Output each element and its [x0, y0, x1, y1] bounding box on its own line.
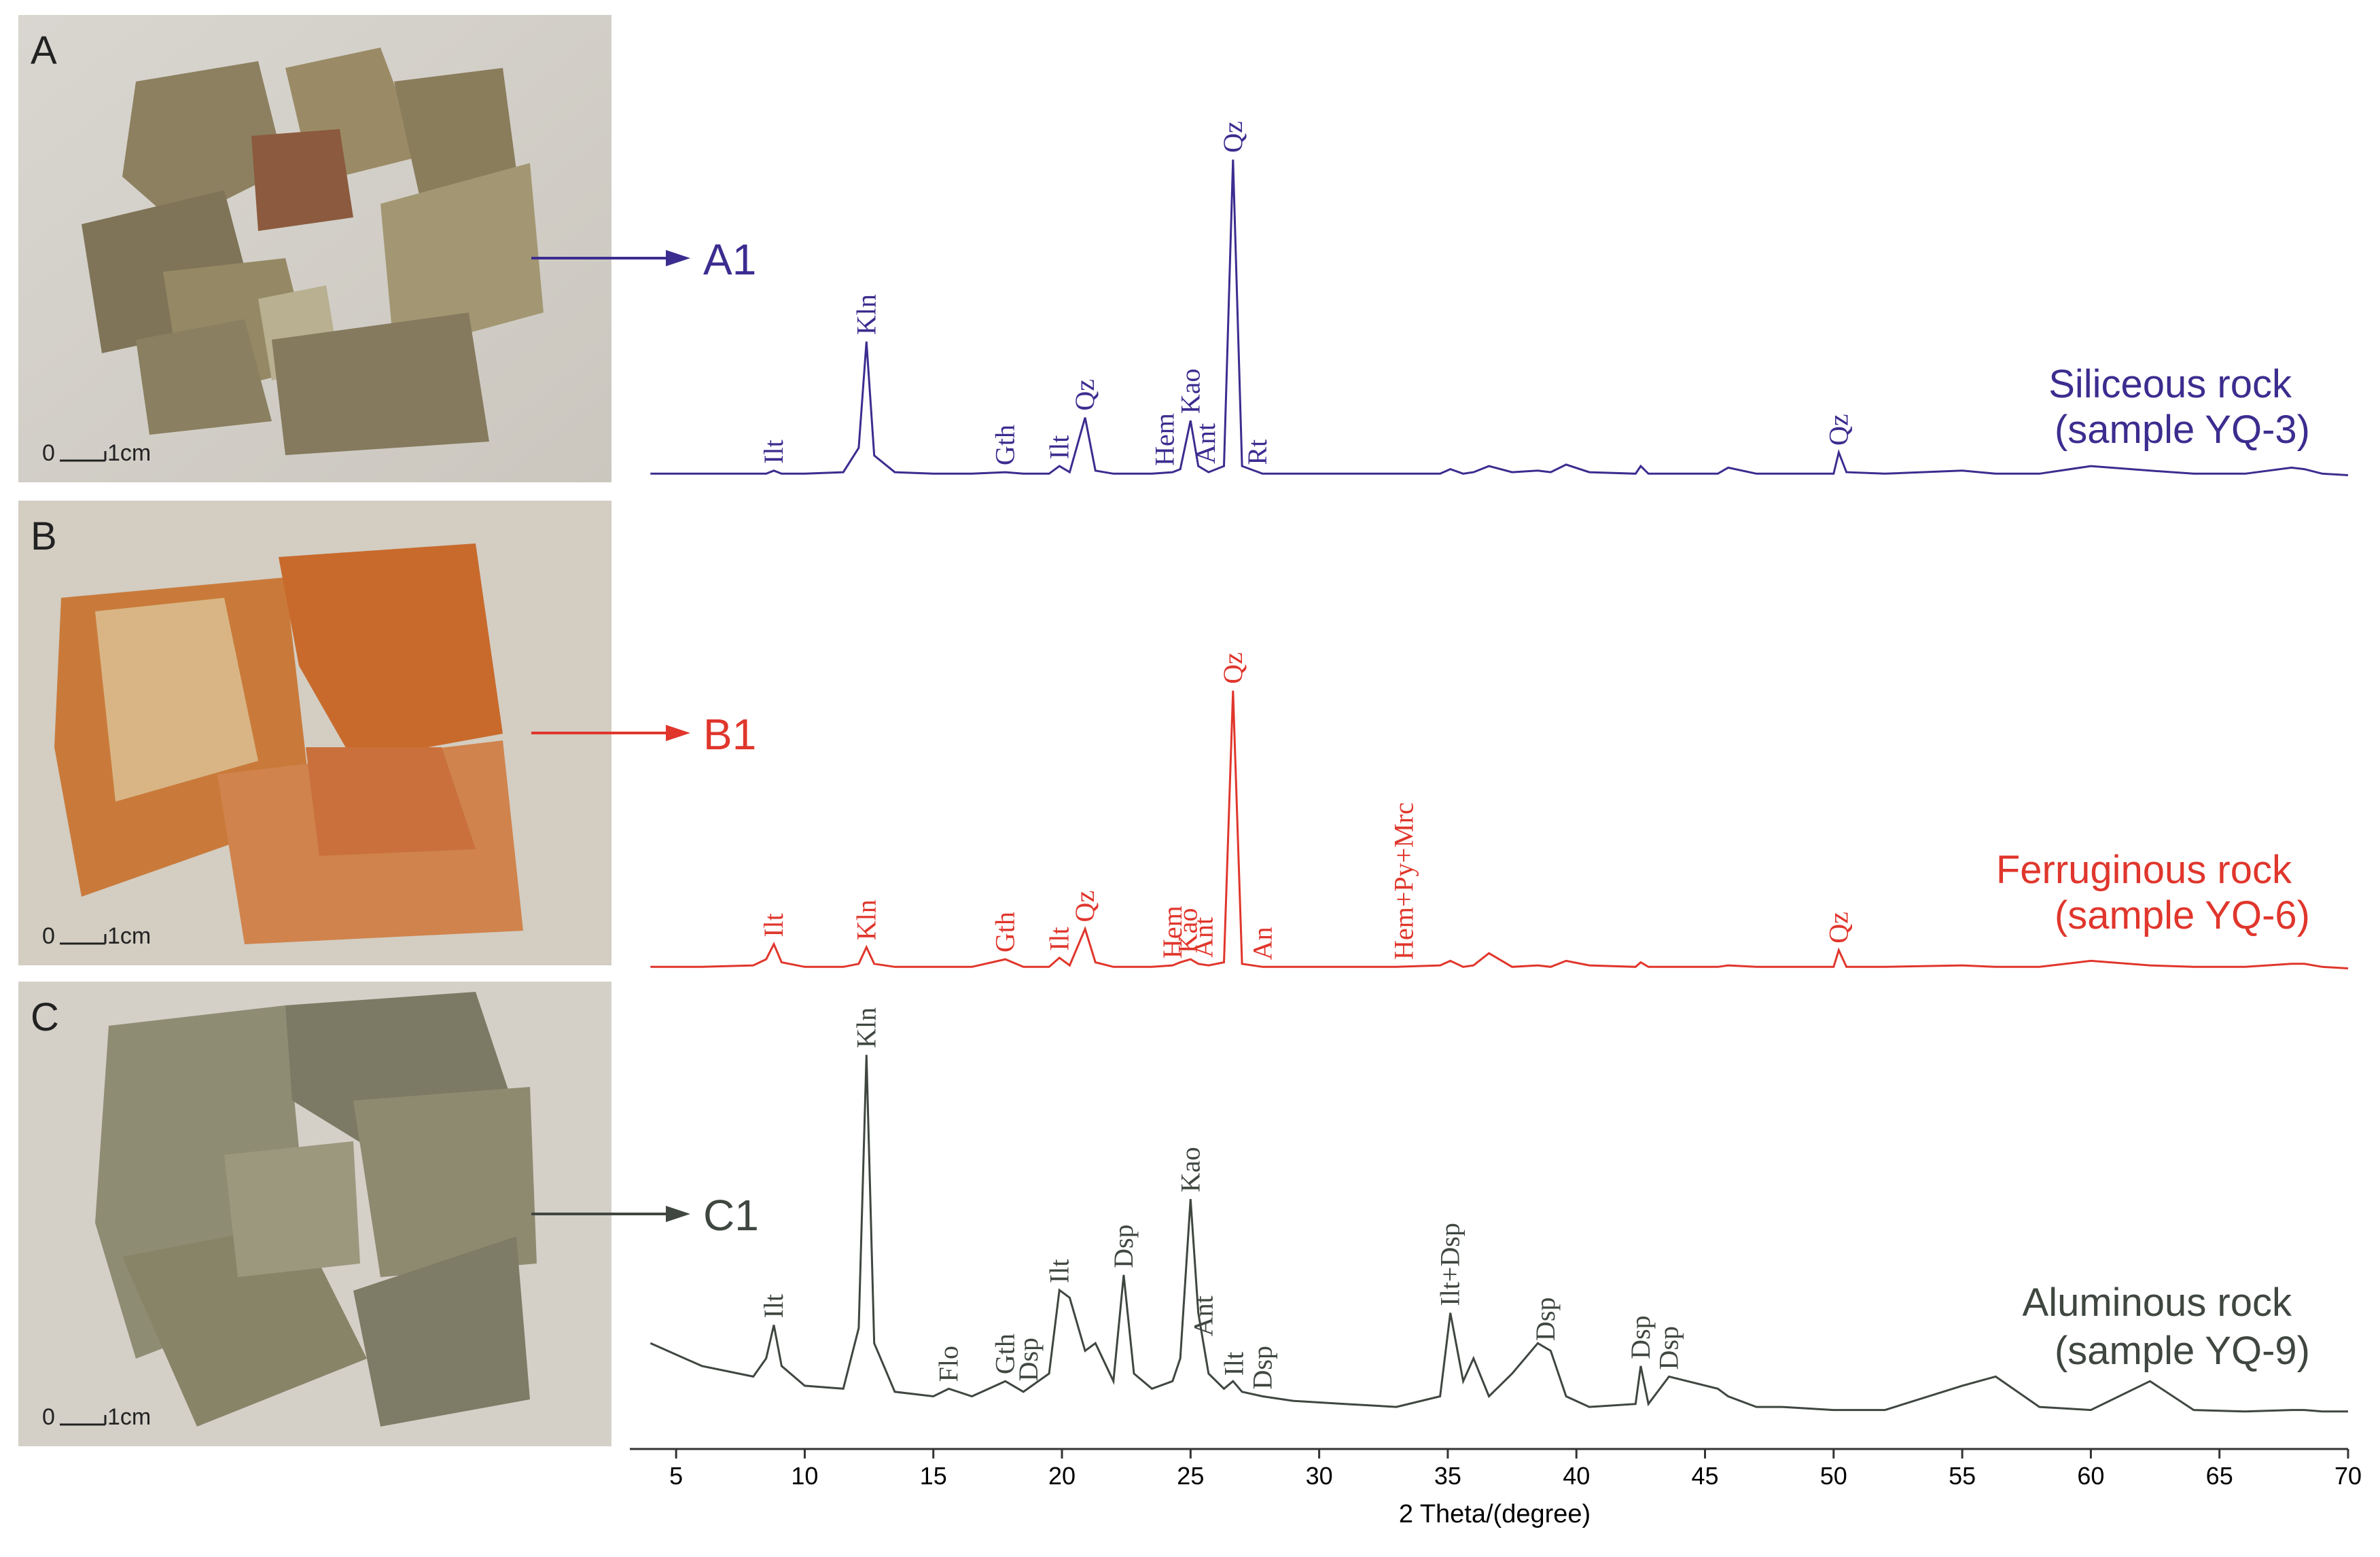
scale-unit: 1cm [107, 1404, 151, 1430]
series-name: Ferruginous rock [1996, 848, 2292, 892]
x-tick-label: 40 [1563, 1462, 1590, 1490]
peak-label: Qz [1823, 414, 1853, 446]
series-name: Aluminous rock [2023, 1281, 2292, 1325]
peak-label: Qz [1218, 121, 1248, 153]
arrow-head [666, 725, 690, 741]
series-sample: (sample YQ-3) [2055, 408, 2310, 452]
panel-letter: C [31, 995, 59, 1039]
peak-label: Ant [1190, 423, 1221, 464]
arrow-label: C1 [703, 1191, 759, 1240]
x-tick-label: 25 [1177, 1462, 1204, 1490]
peak-label: Kao [1173, 908, 1203, 954]
peak-label: Hem+Py+Mrc [1389, 802, 1419, 960]
scale-unit: 1cm [107, 923, 151, 949]
arrow-head [666, 250, 690, 266]
xrd-pattern [650, 159, 2349, 476]
peak-label: Qz [1823, 912, 1853, 944]
peak-label: Dsp [1530, 1298, 1561, 1341]
x-tick-label: 45 [1691, 1462, 1718, 1490]
x-tick-label: 70 [2334, 1462, 2362, 1490]
peak-label: Dsp [1625, 1315, 1656, 1359]
x-tick-label: 5 [669, 1462, 683, 1490]
x-tick-label: 30 [1306, 1462, 1333, 1490]
arrow-label: B1 [703, 710, 756, 759]
peak-label: Ilt [1044, 927, 1074, 951]
scale-zero: 0 [42, 923, 55, 949]
peak-label: Qz [1069, 379, 1100, 411]
peak-label: Ilt [1219, 1352, 1249, 1376]
peak-label: Ilt [1044, 435, 1074, 460]
peak-label: Ant [1188, 917, 1218, 958]
x-tick-label: 35 [1434, 1462, 1461, 1490]
series-name: Siliceous rock [2048, 362, 2292, 406]
scale-zero: 0 [42, 440, 55, 466]
scale-unit: 1cm [107, 440, 151, 466]
x-tick-label: 60 [2077, 1462, 2104, 1490]
arrow-label: A1 [703, 235, 756, 284]
photo-a [18, 15, 611, 482]
peak-label: Dsp [1013, 1338, 1044, 1381]
peak-label: An [1247, 927, 1277, 960]
scale-zero: 0 [42, 1404, 55, 1430]
x-axis-title: 2 Theta/(degree) [1399, 1500, 1591, 1528]
peak-label: Gth [990, 1334, 1020, 1374]
x-tick-label: 50 [1820, 1462, 1847, 1490]
peak-label: Qz [1069, 891, 1100, 923]
peak-label: Ilt [758, 913, 789, 937]
series-sample: (sample YQ-6) [2055, 893, 2310, 937]
peak-label: Hem [1149, 413, 1179, 466]
peak-label: Kln [851, 1007, 881, 1048]
photo-c [18, 982, 611, 1446]
peak-label: Gth [990, 425, 1020, 465]
peak-label: Ilt [758, 1294, 789, 1319]
x-tick-label: 10 [791, 1462, 818, 1490]
peak-label: Gth [990, 912, 1020, 952]
panel-letter: A [31, 29, 57, 73]
peak-label: Dsp [1108, 1224, 1139, 1268]
xrd-pattern [650, 1054, 2348, 1413]
peak-label: Ilt [1044, 1259, 1074, 1284]
photo-b [18, 501, 611, 965]
peak-label: Flo [933, 1346, 963, 1382]
peak-label: Ilt+Dsp [1435, 1223, 1466, 1306]
xrd-pattern [650, 690, 2349, 969]
peak-label: Dsp [1654, 1326, 1684, 1370]
x-tick-label: 20 [1048, 1462, 1076, 1490]
peak-label: Dsp [1247, 1346, 1277, 1389]
panel-letter: B [31, 514, 57, 558]
arrow-head [666, 1206, 690, 1222]
peak-label: Hem [1157, 906, 1188, 959]
peak-label: Kln [851, 899, 881, 940]
peak-label: Ant [1188, 1295, 1218, 1336]
peak-label: Kao [1175, 368, 1205, 414]
peak-label: Kln [851, 294, 881, 335]
x-tick-label: 55 [1949, 1462, 1976, 1490]
peak-label: Kao [1175, 1147, 1205, 1192]
series-sample: (sample YQ-9) [2055, 1329, 2310, 1373]
peak-label: Ilt [758, 440, 789, 464]
peak-label: Qz [1218, 652, 1248, 684]
x-tick-label: 15 [920, 1462, 947, 1490]
peak-label: Rt [1242, 440, 1273, 465]
x-tick-label: 65 [2206, 1462, 2233, 1490]
